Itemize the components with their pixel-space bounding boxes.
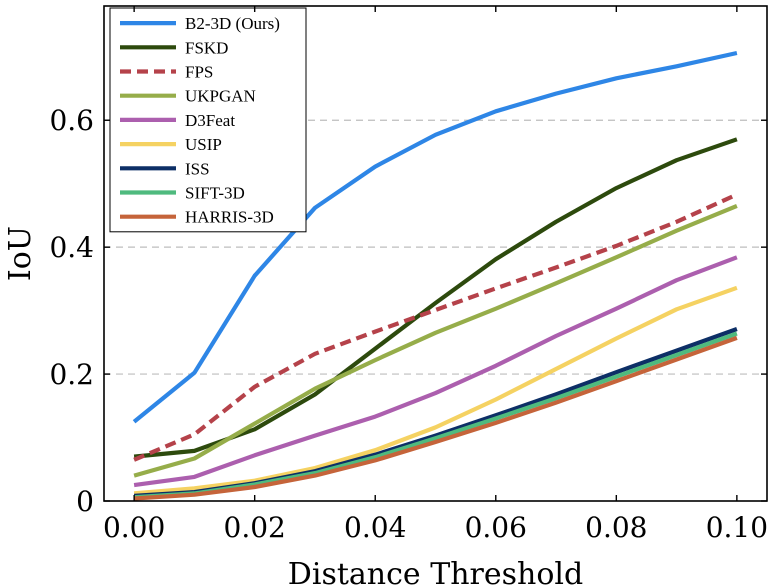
- series-line-fps: [133, 192, 738, 462]
- axis-ticks: 0.00 0.02 0.04 0.06 0.08 0.10 0 0.2 0.4 0.6: [49, 6, 768, 544]
- y-axis-title: IoU: [3, 226, 38, 281]
- legend-label-fps: FPS: [185, 63, 213, 82]
- legend-label-fskd: FSKD: [185, 38, 228, 57]
- legend-label-iss: ISS: [185, 159, 210, 178]
- x-tick-label-5: 0.10: [706, 511, 768, 544]
- series-line-ukpgan: [133, 203, 738, 478]
- x-tick-label-2: 0.04: [344, 511, 406, 544]
- x-axis-title: Distance Threshold: [288, 557, 583, 586]
- legend-label-b2-3d-ours: B2-3D (Ours): [185, 14, 280, 33]
- y-tick-label-1: 0.2: [49, 358, 94, 391]
- series-line-usip: [133, 285, 738, 496]
- legend-label-usip: USIP: [185, 135, 222, 154]
- series-line-d3feat: [133, 255, 738, 488]
- series-line-b2-3d-ours: [132, 50, 738, 424]
- x-tick-label-3: 0.06: [465, 511, 527, 544]
- legend-label-ukpgan: UKPGAN: [185, 87, 256, 106]
- y-tick-label-2: 0.4: [49, 231, 94, 264]
- legend-label-d3feat: D3Feat: [185, 111, 235, 130]
- x-tick-label-0: 0.00: [103, 511, 165, 544]
- series-lines: [132, 50, 738, 501]
- legend-label-sift-3d: SIFT-3D: [185, 184, 245, 203]
- legend: B2-3D (Ours) FSKD FPS UKPGAN D3Feat USIP ISS SI…: [109, 7, 307, 233]
- plot-frame: [103, 5, 768, 502]
- series-line-harris-3d: [133, 335, 738, 501]
- x-tick-label-1: 0.02: [224, 511, 286, 544]
- y-tick-label-3: 0.6: [49, 104, 94, 137]
- x-tick-label-4: 0.08: [585, 511, 647, 544]
- legend-label-harris-3d: HARRIS-3D: [185, 208, 274, 227]
- y-tick-label-0: 0: [76, 485, 94, 518]
